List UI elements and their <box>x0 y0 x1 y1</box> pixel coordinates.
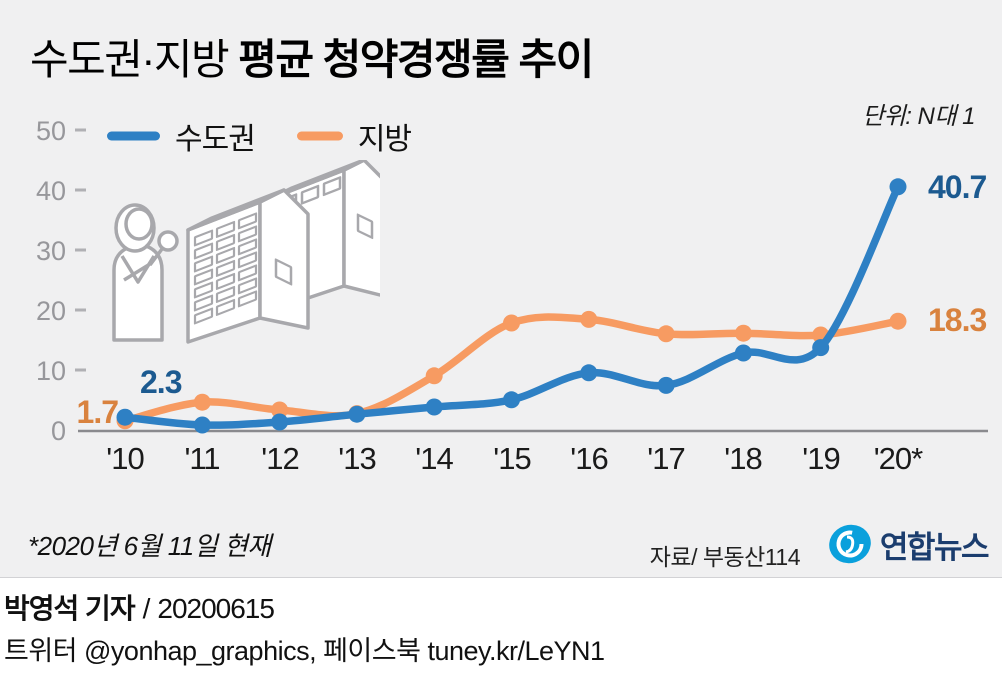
byline-date: 20200615 <box>157 593 275 624</box>
x-axis-label: '20* <box>874 441 923 476</box>
x-axis-label: '11 <box>184 441 219 476</box>
y-axis-tick-label: 40 <box>36 176 66 206</box>
data-point-수도권-'10 <box>116 408 134 426</box>
data-point-지방-'12 <box>271 401 289 419</box>
legend-swatch-local <box>296 131 343 141</box>
data-point-수도권-'20* <box>889 178 907 196</box>
data-point-수도권-'15 <box>503 391 520 409</box>
series-line-수도권 <box>121 183 902 429</box>
unit-label: 단위: N대 1 <box>862 103 975 130</box>
data-point-수도권-'12 <box>271 413 289 431</box>
x-axis-label: '17 <box>647 441 684 476</box>
data-point-지방-'17 <box>657 325 675 343</box>
source-label: 자료/ 부동산114 <box>649 544 801 570</box>
data-point-수도권-'11 <box>193 416 211 434</box>
yonhap-logo-text: 연합뉴스 <box>879 529 990 565</box>
x-axis-label: '12 <box>261 441 298 476</box>
byline: 박영석 기자/20200615 <box>4 587 275 627</box>
value-label-local-first: 1.7 <box>77 394 119 430</box>
y-axis-tick-label: 50 <box>36 116 66 146</box>
x-axis-label: '15 <box>493 441 530 476</box>
data-point-수도권-'16 <box>580 364 598 382</box>
chart-panel <box>0 0 1002 578</box>
byline-author: 박영석 기자 <box>4 593 136 624</box>
data-point-수도권-'14 <box>425 398 443 416</box>
data-point-지방-'15 <box>503 314 520 332</box>
person-magnifier-icon <box>112 203 179 342</box>
x-axis-label: '19 <box>802 441 839 476</box>
y-axis-tick-label: 30 <box>36 236 66 266</box>
line-chart: 0 10 20 30 40 50 '10 '11 '12 '13 '14 '15… <box>36 116 988 476</box>
data-point-수도권-'18 <box>734 344 752 362</box>
yonhap-logo: 연합뉴스 <box>826 520 990 568</box>
title-bold-part: 평균 청약경쟁률 추이 <box>238 36 594 83</box>
chart-legend: 수도권 지방 <box>107 114 412 158</box>
series-layer <box>116 178 907 434</box>
page-title: 수도권·지방 평균 청약경쟁률 추이 <box>30 26 594 87</box>
data-point-지방-'20* <box>889 312 907 330</box>
legend-item-metro: 수도권 <box>107 114 256 158</box>
y-axis-ticks <box>75 128 86 372</box>
legend-item-local: 지방 <box>296 114 412 158</box>
legend-label-local: 지방 <box>357 123 412 156</box>
legend-swatch-metro <box>107 131 160 141</box>
x-axis-label: '14 <box>415 441 453 476</box>
value-labels: 1.7 2.3 40.7 18.3 <box>77 169 988 430</box>
data-point-지방-'14 <box>425 367 443 385</box>
byline-separator: / <box>142 593 151 624</box>
x-axis-label: '13 <box>338 441 375 476</box>
value-label-metro-first: 2.3 <box>140 364 182 400</box>
value-label-metro-last: 40.7 <box>928 169 986 205</box>
y-axis-tick-label: 20 <box>36 296 66 326</box>
data-point-지방-'16 <box>580 310 598 328</box>
y-axis-tick-label: 0 <box>51 416 66 446</box>
buildings-magnifier-illustration <box>112 160 380 344</box>
value-label-local-last: 18.3 <box>928 302 986 338</box>
legend-label-metro: 수도권 <box>175 123 256 156</box>
y-axis-tick-label: 10 <box>36 356 66 386</box>
data-point-지방-'11 <box>193 393 211 411</box>
data-point-수도권-'13 <box>348 405 366 423</box>
x-axis-label: '16 <box>570 441 607 476</box>
x-axis: '10 '11 '12 '13 '14 '15 '16 '17 '18 '19 … <box>106 441 924 476</box>
social-credit-line: 트위터 @yonhap_graphics, 페이스북 tuney.kr/LeYN… <box>4 636 605 666</box>
x-axis-label: '10 <box>106 441 144 476</box>
x-axis-label: '18 <box>724 441 761 476</box>
yonhap-logo-icon <box>829 524 871 564</box>
footnote: *2020년 6월 11일 현재 <box>28 531 271 561</box>
data-point-지방-'18 <box>734 324 752 342</box>
data-point-수도권-'17 <box>657 376 675 394</box>
y-axis: 0 10 20 30 40 50 <box>36 116 86 446</box>
data-point-수도권-'19 <box>812 339 830 357</box>
building-front <box>186 188 310 344</box>
title-regular-part: 수도권·지방 <box>30 36 230 83</box>
